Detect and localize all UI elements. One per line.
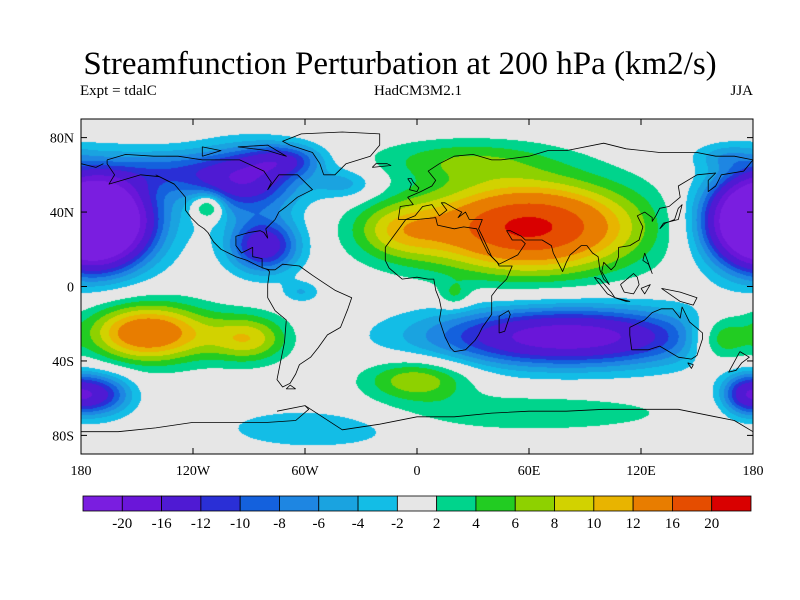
colorbar-bin bbox=[357, 495, 398, 512]
colorbar-bin bbox=[121, 495, 162, 512]
colorbar-bin bbox=[554, 495, 595, 512]
colorbar-bin bbox=[396, 495, 438, 512]
colorbar-label: -10 bbox=[230, 516, 250, 532]
coastline bbox=[285, 384, 296, 390]
colorbar-bin bbox=[711, 495, 752, 512]
chart-title: Streamfunction Perturbation at 200 hPa (… bbox=[83, 46, 717, 82]
colorbar-bin bbox=[318, 495, 359, 512]
y-tick-label: 0 bbox=[67, 281, 74, 296]
coastline bbox=[629, 306, 703, 360]
x-tick-label: 180 bbox=[743, 464, 764, 479]
coastline bbox=[593, 276, 616, 299]
streamfunction-field bbox=[81, 119, 753, 454]
colorbar-label: -20 bbox=[112, 516, 132, 532]
coastline bbox=[81, 405, 310, 433]
plot-area bbox=[80, 118, 754, 455]
coastline bbox=[407, 178, 420, 192]
colorbar-label: -4 bbox=[352, 516, 365, 532]
coastline bbox=[659, 204, 683, 230]
colorbar-label: 10 bbox=[586, 516, 601, 532]
y-tick-label: 40S bbox=[52, 355, 74, 370]
colorbar-bin bbox=[436, 495, 477, 512]
colorbar-label: -2 bbox=[391, 516, 404, 532]
colorbar-label: 8 bbox=[551, 516, 559, 532]
coastline bbox=[397, 142, 753, 220]
coastline bbox=[728, 351, 750, 373]
x-tick-label: 60E bbox=[518, 464, 541, 479]
y-tick-label: 40N bbox=[50, 206, 74, 221]
colorbar-label: -6 bbox=[313, 516, 326, 532]
colorbar-label: 6 bbox=[511, 516, 519, 532]
colorbar-bin bbox=[82, 495, 123, 512]
colorbar-bin bbox=[200, 495, 241, 512]
coastline bbox=[642, 252, 653, 274]
coastline bbox=[155, 174, 175, 185]
colorbar-label: 20 bbox=[704, 516, 719, 532]
coastline bbox=[498, 310, 511, 334]
coastline bbox=[384, 217, 513, 352]
x-tick-label: 60W bbox=[291, 464, 319, 479]
colorbar-label: 2 bbox=[433, 516, 441, 532]
y-tick-label: 80N bbox=[50, 132, 74, 147]
colorbar-label: 12 bbox=[626, 516, 641, 532]
map-axes: 180 120W 60W 0 60E 120E 180 80N 40N 0 40S 80S bbox=[50, 119, 764, 479]
colorbar-label: 4 bbox=[472, 516, 480, 532]
colorbar-bin bbox=[161, 495, 202, 512]
coastline bbox=[267, 263, 353, 388]
colorbar-bin bbox=[475, 495, 516, 512]
x-tick-label: 0 bbox=[414, 464, 421, 479]
y-tick-label: 80S bbox=[52, 429, 74, 444]
coastline bbox=[282, 131, 381, 176]
coastline bbox=[304, 405, 753, 433]
colorbar-bin bbox=[593, 495, 634, 512]
season-label: JJA bbox=[730, 83, 753, 99]
colorbar-bin bbox=[239, 495, 280, 512]
colorbar-label: -8 bbox=[273, 516, 286, 532]
coastline bbox=[106, 154, 313, 271]
model-label: HadCM3M2.1 bbox=[374, 83, 462, 99]
coastline bbox=[614, 297, 631, 302]
colorbar-bin bbox=[632, 495, 673, 512]
x-tick-label: 120W bbox=[176, 464, 211, 479]
coastline bbox=[640, 284, 651, 295]
colorbar-label: -12 bbox=[191, 516, 211, 532]
x-tick-label: 180 bbox=[71, 464, 92, 479]
experiment-label: Expt = tdalC bbox=[80, 83, 157, 99]
coastline bbox=[201, 146, 222, 157]
colorbar-bin bbox=[672, 495, 713, 512]
colorbar: -20 -16 -12 -10 -8 -6 -4 -2 2 4 6 8 10 12 16 20 bbox=[82, 495, 752, 532]
colorbar-label: -16 bbox=[152, 516, 172, 532]
coastline bbox=[81, 163, 104, 168]
coastline bbox=[371, 163, 392, 168]
coastlines bbox=[81, 131, 753, 433]
coastline bbox=[237, 144, 287, 157]
colorbar-label: 16 bbox=[665, 516, 681, 532]
coastline bbox=[620, 273, 640, 295]
coastline bbox=[687, 362, 694, 369]
coastline bbox=[661, 288, 698, 306]
coastline bbox=[398, 159, 753, 285]
colorbar-bin bbox=[279, 495, 320, 512]
x-tick-label: 120E bbox=[626, 464, 656, 479]
colorbar-bin bbox=[514, 495, 555, 512]
